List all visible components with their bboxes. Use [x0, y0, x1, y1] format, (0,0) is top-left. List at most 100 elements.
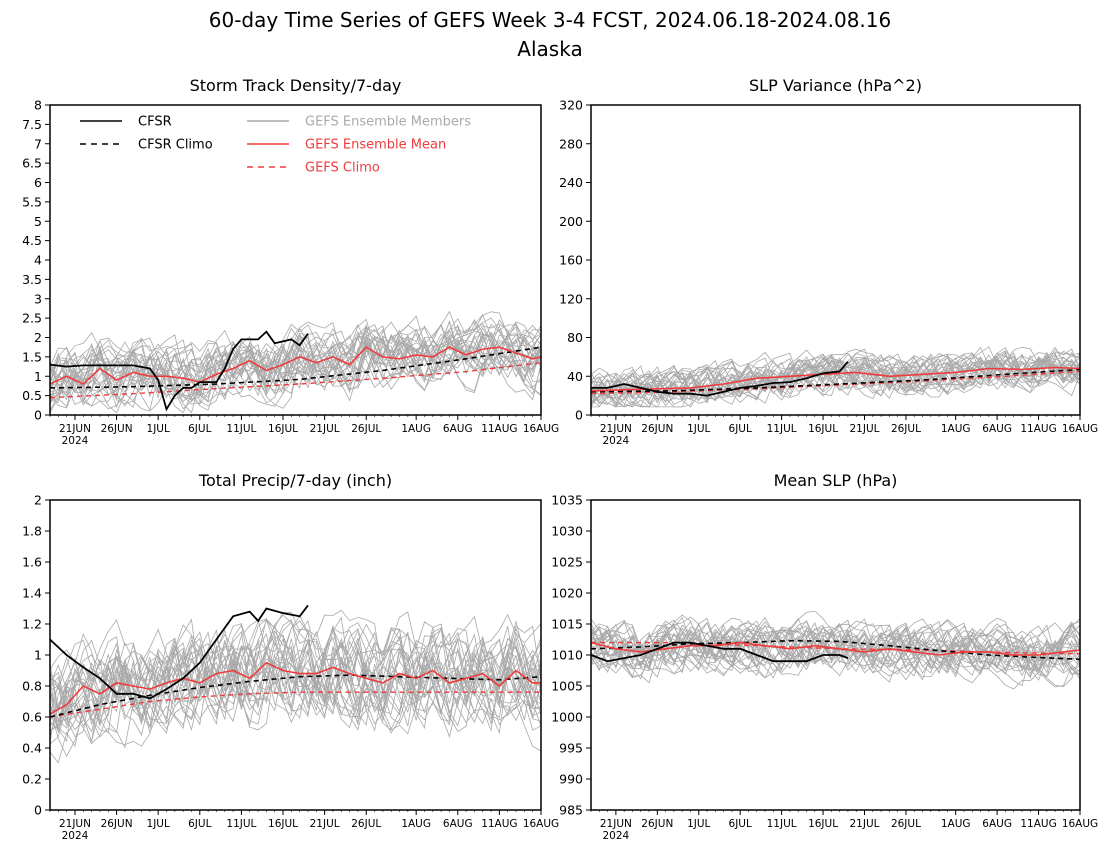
y-tick-label: 7	[34, 136, 42, 151]
member-line	[49, 323, 542, 410]
y-tick-label: 1010	[551, 648, 583, 663]
figure-title: 60-day Time Series of GEFS Week 3-4 FCST…	[209, 8, 891, 32]
y-tick-label: 7.5	[22, 117, 42, 132]
y-tick-label: 0.6	[22, 710, 42, 725]
y-tick-label: 0.4	[22, 741, 42, 756]
series-gefs-climo	[49, 362, 542, 399]
y-tick-label: 200	[559, 214, 583, 229]
x-tick-label: 6AUG	[443, 423, 473, 435]
y-tick-label: 985	[559, 803, 583, 818]
x-tick-label: 1JUL	[147, 818, 170, 830]
x-tick-label: 16JUL	[268, 423, 298, 435]
series-mean	[590, 366, 1081, 392]
y-tick-label: 6.5	[22, 156, 42, 171]
y-tick-label: 320	[559, 98, 583, 113]
x-tick-label: 11AUG	[481, 423, 517, 435]
x-year-label: 2024	[62, 435, 89, 447]
x-tick-label: 11AUG	[1020, 423, 1056, 435]
x-tick-label: 11JUL	[767, 818, 797, 830]
y-tick-label: 1020	[551, 586, 583, 601]
member-line	[590, 617, 1081, 677]
member-line	[591, 352, 1081, 401]
member-line	[49, 615, 542, 734]
y-tick-label: 1000	[551, 710, 583, 725]
y-tick-label: 1.6	[22, 555, 42, 570]
ensemble-members	[590, 610, 1081, 690]
member-line	[49, 640, 542, 764]
ensemble-members	[49, 310, 542, 414]
y-tick-label: 1	[34, 369, 42, 384]
x-tick-label: 1JUL	[687, 818, 710, 830]
member-line	[590, 610, 1081, 681]
member-line	[49, 621, 542, 738]
x-tick-label: 16AUG	[523, 423, 559, 435]
y-tick-label: 6	[34, 175, 42, 190]
y-tick-label: 3	[34, 291, 42, 306]
y-tick-label: 8	[34, 98, 42, 113]
member-line	[590, 617, 1081, 678]
series-gefs-climo	[49, 691, 541, 718]
y-tick-label: 1030	[551, 524, 583, 539]
y-tick-label: 1	[34, 648, 42, 663]
x-tick-label: 11JUL	[226, 818, 256, 830]
member-line	[49, 310, 542, 394]
x-tick-label: 21JUN	[59, 423, 91, 435]
y-tick-label: 2.5	[22, 311, 42, 326]
y-tick-label: 240	[559, 175, 583, 190]
series-cfsr	[49, 330, 309, 412]
member-line	[49, 321, 542, 403]
x-tick-label: 21JUL	[310, 818, 340, 830]
x-tick-label: 1AUG	[401, 818, 431, 830]
legend-label: CFSR Climo	[138, 138, 213, 153]
ensemble-members	[49, 609, 542, 764]
panel-4: Mean SLP (hPa) 985 990 995 1000 1005 1010 1015 1…	[551, 471, 1098, 842]
x-tick-label: 1AUG	[941, 423, 971, 435]
panel-3: Total Precip/7-day (inch)00.20.40.60.811…	[22, 471, 559, 842]
x-tick-label: 26JUN	[101, 423, 133, 435]
y-tick-label: 0.5	[22, 388, 42, 403]
panel-1: Storm Track Density/7-day 0 0.5 1 1.5 2 2.5 3 3.…	[22, 76, 559, 447]
series-cfsr-climo	[49, 674, 542, 718]
member-line	[590, 621, 1081, 676]
x-tick-label: 21JUL	[850, 423, 880, 435]
series-cfsr-climo	[49, 346, 542, 389]
x-tick-label: 6AUG	[443, 818, 473, 830]
y-tick-label: 0	[34, 803, 42, 818]
x-tick-label: 26JUL	[891, 818, 921, 830]
series-cfsr	[591, 361, 849, 397]
member-line	[590, 352, 1081, 399]
y-tick-label: 1.2	[22, 617, 42, 632]
legend-label: GEFS Climo	[305, 161, 380, 176]
y-tick-label: 5	[34, 214, 42, 229]
y-tick-label: 5.5	[22, 194, 42, 209]
y-tick-label: 160	[559, 253, 583, 268]
member-line	[49, 313, 542, 396]
y-tick-label: 1.8	[22, 524, 42, 539]
y-tick-label: 0	[575, 408, 583, 423]
member-line	[49, 321, 542, 405]
x-tick-label: 26JUL	[351, 818, 381, 830]
member-line	[590, 626, 1081, 679]
y-tick-label: 995	[559, 741, 583, 756]
x-year-label: 2024	[602, 435, 629, 447]
x-year-label: 2024	[62, 830, 89, 842]
series-cfsr-climo	[590, 639, 1081, 661]
member-line	[590, 619, 1081, 673]
y-tick-label: 120	[559, 291, 583, 306]
panels: Storm Track Density/7-day 0 0.5 1 1.5 2 2.5 3 3.…	[22, 76, 1098, 842]
x-tick-label: 21JUN	[59, 818, 91, 830]
y-tick-label: 1025	[551, 555, 583, 570]
x-tick-label: 11AUG	[481, 818, 517, 830]
y-tick-label: 0.2	[22, 772, 42, 787]
x-tick-label: 1AUG	[941, 818, 971, 830]
member-line	[49, 611, 542, 735]
legend: CFSR CFSR Climo GEFS Ensemble Members GEFS …	[80, 115, 471, 176]
x-tick-label: 1JUL	[147, 423, 170, 435]
y-tick-label: 1.4	[22, 586, 42, 601]
y-tick-label: 1015	[551, 617, 583, 632]
x-tick-label: 16AUG	[523, 818, 559, 830]
x-tick-label: 16JUL	[808, 423, 838, 435]
x-tick-label: 6JUL	[729, 423, 752, 435]
